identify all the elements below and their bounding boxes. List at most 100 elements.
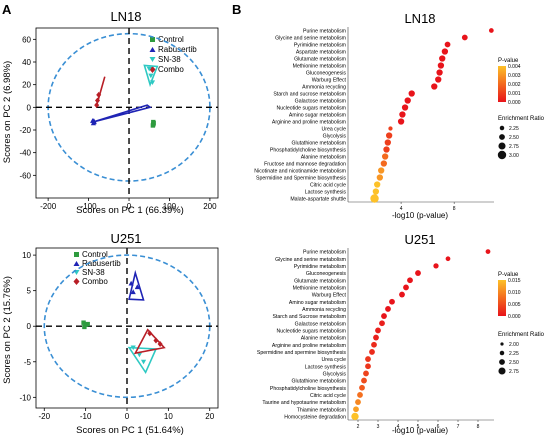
y-tick-label: 60 bbox=[22, 35, 31, 44]
legend-rabusertib-marker bbox=[73, 261, 80, 266]
enrich-ln18-pathway-label: Ammonia recycling bbox=[302, 85, 346, 91]
pca-ln18-sn38-point bbox=[146, 66, 152, 72]
er-legend-tick: 2.75 bbox=[509, 369, 519, 375]
er-legend-dot bbox=[500, 342, 504, 346]
enrich-ln18-pathway-label: Warburg Effect bbox=[312, 78, 347, 84]
er-legend-dot bbox=[499, 350, 505, 356]
y-tick-label: 0 bbox=[27, 322, 32, 331]
pca-u251-xlabel: Scores on PC 1 (51.64%) bbox=[76, 425, 184, 436]
enrich-ln18-point bbox=[444, 41, 451, 48]
x-tick-label: -100 bbox=[81, 202, 98, 211]
enrich-ln18-pathway-label: Urea cycle bbox=[321, 127, 346, 133]
legend-rabusertib-label: Rabusertib bbox=[82, 259, 121, 268]
enrich-u251-point bbox=[361, 377, 367, 384]
pca-ln18-combo-point bbox=[94, 102, 100, 109]
pv-legend-tick: 0.005 bbox=[508, 302, 521, 308]
enrich-u251-point bbox=[403, 284, 409, 291]
enrich-ln18-pathway-label: Nucleotide sugars metabolism bbox=[277, 106, 347, 112]
legend-sn38-marker bbox=[149, 57, 156, 62]
x-tick-label: 200 bbox=[203, 202, 217, 211]
enrich-ln18-point bbox=[385, 132, 393, 139]
er-legend-tick: 2.50 bbox=[509, 360, 519, 366]
y-tick-label: -10 bbox=[19, 393, 31, 402]
enrich-ln18-pathway-label: Malate-aspartate shuttle bbox=[290, 197, 346, 203]
enrich-u251-point bbox=[353, 406, 359, 413]
pv-legend-tick: 0.003 bbox=[508, 73, 521, 79]
pca-ln18-rabusertib-group-outline bbox=[92, 104, 152, 123]
enrich-ln18-point bbox=[404, 97, 411, 104]
er-legend-dot bbox=[497, 150, 507, 160]
enrich-u251-pathway-label: Glutathione metabolism bbox=[292, 379, 347, 385]
legend-rabusertib-marker bbox=[149, 47, 156, 52]
panel-label-b: B bbox=[232, 2, 241, 17]
enrich-ln18-point bbox=[488, 28, 494, 33]
pca-u251-combo-point bbox=[147, 330, 153, 337]
pca-ln18-rabusertib-point bbox=[91, 119, 97, 125]
enrich-ln18-point bbox=[382, 153, 389, 160]
er-legend-title-u251: Enrichment Ratio bbox=[498, 332, 545, 338]
pca-u251-control-point bbox=[85, 321, 90, 327]
enrich-ln18-pathway-label: Methionine metabolism bbox=[293, 64, 346, 70]
x-tick-label: 6 bbox=[437, 424, 440, 430]
pca-u251-sn38-point bbox=[136, 352, 143, 358]
enrich-u251-pathway-label: Taurine and hypotaurine metabolism bbox=[262, 400, 346, 406]
pca-u251-sn38-point bbox=[140, 359, 147, 365]
enrich-u251-pathway-label: Thiamine metabolism bbox=[297, 407, 346, 413]
pca-ln18-control-point bbox=[151, 121, 156, 126]
x-tick-label: 2 bbox=[357, 424, 360, 430]
enrich-ln18-pathway-label: Glycolysis bbox=[323, 134, 347, 140]
pca-u251-sn38-group-outline bbox=[127, 346, 158, 375]
enrich-ln18-point bbox=[408, 90, 415, 97]
pca-ln18-xlabel: Scores on PC 1 (66.39%) bbox=[76, 205, 184, 216]
enrich-ln18-pathway-label: Spermidine and Spermine biosynthesis bbox=[256, 176, 346, 182]
enrich-ln18-pathway-label: Glycine and serine metabolism bbox=[275, 36, 346, 42]
enrich-u251-point bbox=[407, 277, 413, 284]
er-legend-tick: 3.00 bbox=[509, 153, 519, 159]
legend-combo-marker bbox=[73, 278, 80, 285]
enrich-ln18-pathway-label: Citric acid cycle bbox=[310, 183, 346, 189]
enrich-u251-title: U251 bbox=[404, 232, 435, 247]
pv-colorbar-u251 bbox=[498, 280, 506, 316]
y-tick-label: -60 bbox=[19, 171, 31, 180]
er-legend-tick: 2.75 bbox=[509, 144, 519, 150]
enrich-ln18-pathway-label: Amino sugar metabolism bbox=[289, 113, 346, 119]
enrich-u251-point bbox=[363, 370, 369, 377]
enrich-ln18-pathway-label: Phosphatidylcholine biosynthesis bbox=[270, 148, 347, 154]
enrich-u251-pathway-label: Nucleotide sugars metabolism bbox=[277, 328, 347, 334]
enrich-u251-pathway-label: Glycine and serine metabolism bbox=[275, 257, 346, 263]
pv-legend-title-u251: P-value bbox=[498, 272, 519, 278]
enrich-ln18-point bbox=[401, 104, 409, 111]
enrich-u251-pathway-label: Homocysteine degradation bbox=[284, 414, 346, 420]
enrich-ln18-pathway-label: Purine metabolism bbox=[303, 29, 346, 35]
er-legend-dot bbox=[498, 367, 506, 375]
pca-u251-sn38-point bbox=[130, 345, 136, 351]
enrich-u251-pathway-label: Warburg Effect bbox=[312, 293, 347, 299]
pca-ln18-sn38-point bbox=[149, 80, 156, 85]
y-tick-label: -5 bbox=[24, 358, 32, 367]
x-tick-label: 3 bbox=[377, 424, 380, 430]
er-legend-tick: 2.25 bbox=[509, 126, 519, 132]
x-tick-label: 4 bbox=[397, 424, 400, 430]
enrich-ln18-pathway-label: Fructose and mannose degradation bbox=[264, 162, 346, 168]
x-tick-label: -10 bbox=[80, 412, 92, 421]
enrich-ln18-point bbox=[370, 194, 379, 203]
enrich-ln18-point bbox=[439, 55, 446, 62]
enrich-u251-pathway-label: Glycolysis bbox=[323, 371, 347, 377]
enrich-u251-pathway-label: Starch and Sucrose metabolism bbox=[272, 314, 346, 320]
pv-legend-tick: 0.004 bbox=[508, 64, 521, 70]
er-legend-tick: 2.00 bbox=[509, 342, 519, 348]
er-legend-tick: 2.50 bbox=[509, 135, 519, 141]
enrich-u251-point bbox=[355, 399, 361, 405]
enrich-ln18-pathway-label: Starch and sucrose metabolism bbox=[273, 92, 346, 98]
pv-colorbar-ln18 bbox=[498, 66, 506, 102]
enrich-u251-pathway-label: Arginine and proline metabolism bbox=[272, 343, 346, 349]
legend-sn38-label: SN-38 bbox=[82, 268, 105, 277]
enrich-u251-point bbox=[389, 298, 395, 305]
pca-u251-ylabel: Scores on PC 2 (15.76%) bbox=[2, 276, 13, 384]
legend-rabusertib-label: Rabusertib bbox=[158, 45, 197, 54]
y-tick-label: -20 bbox=[19, 126, 31, 135]
enrich-u251-point bbox=[433, 263, 439, 269]
pca-ln18-sn38-point bbox=[148, 73, 154, 79]
y-tick-label: 0 bbox=[27, 103, 32, 112]
pca-ln18-sn38-group-outline bbox=[143, 64, 159, 88]
